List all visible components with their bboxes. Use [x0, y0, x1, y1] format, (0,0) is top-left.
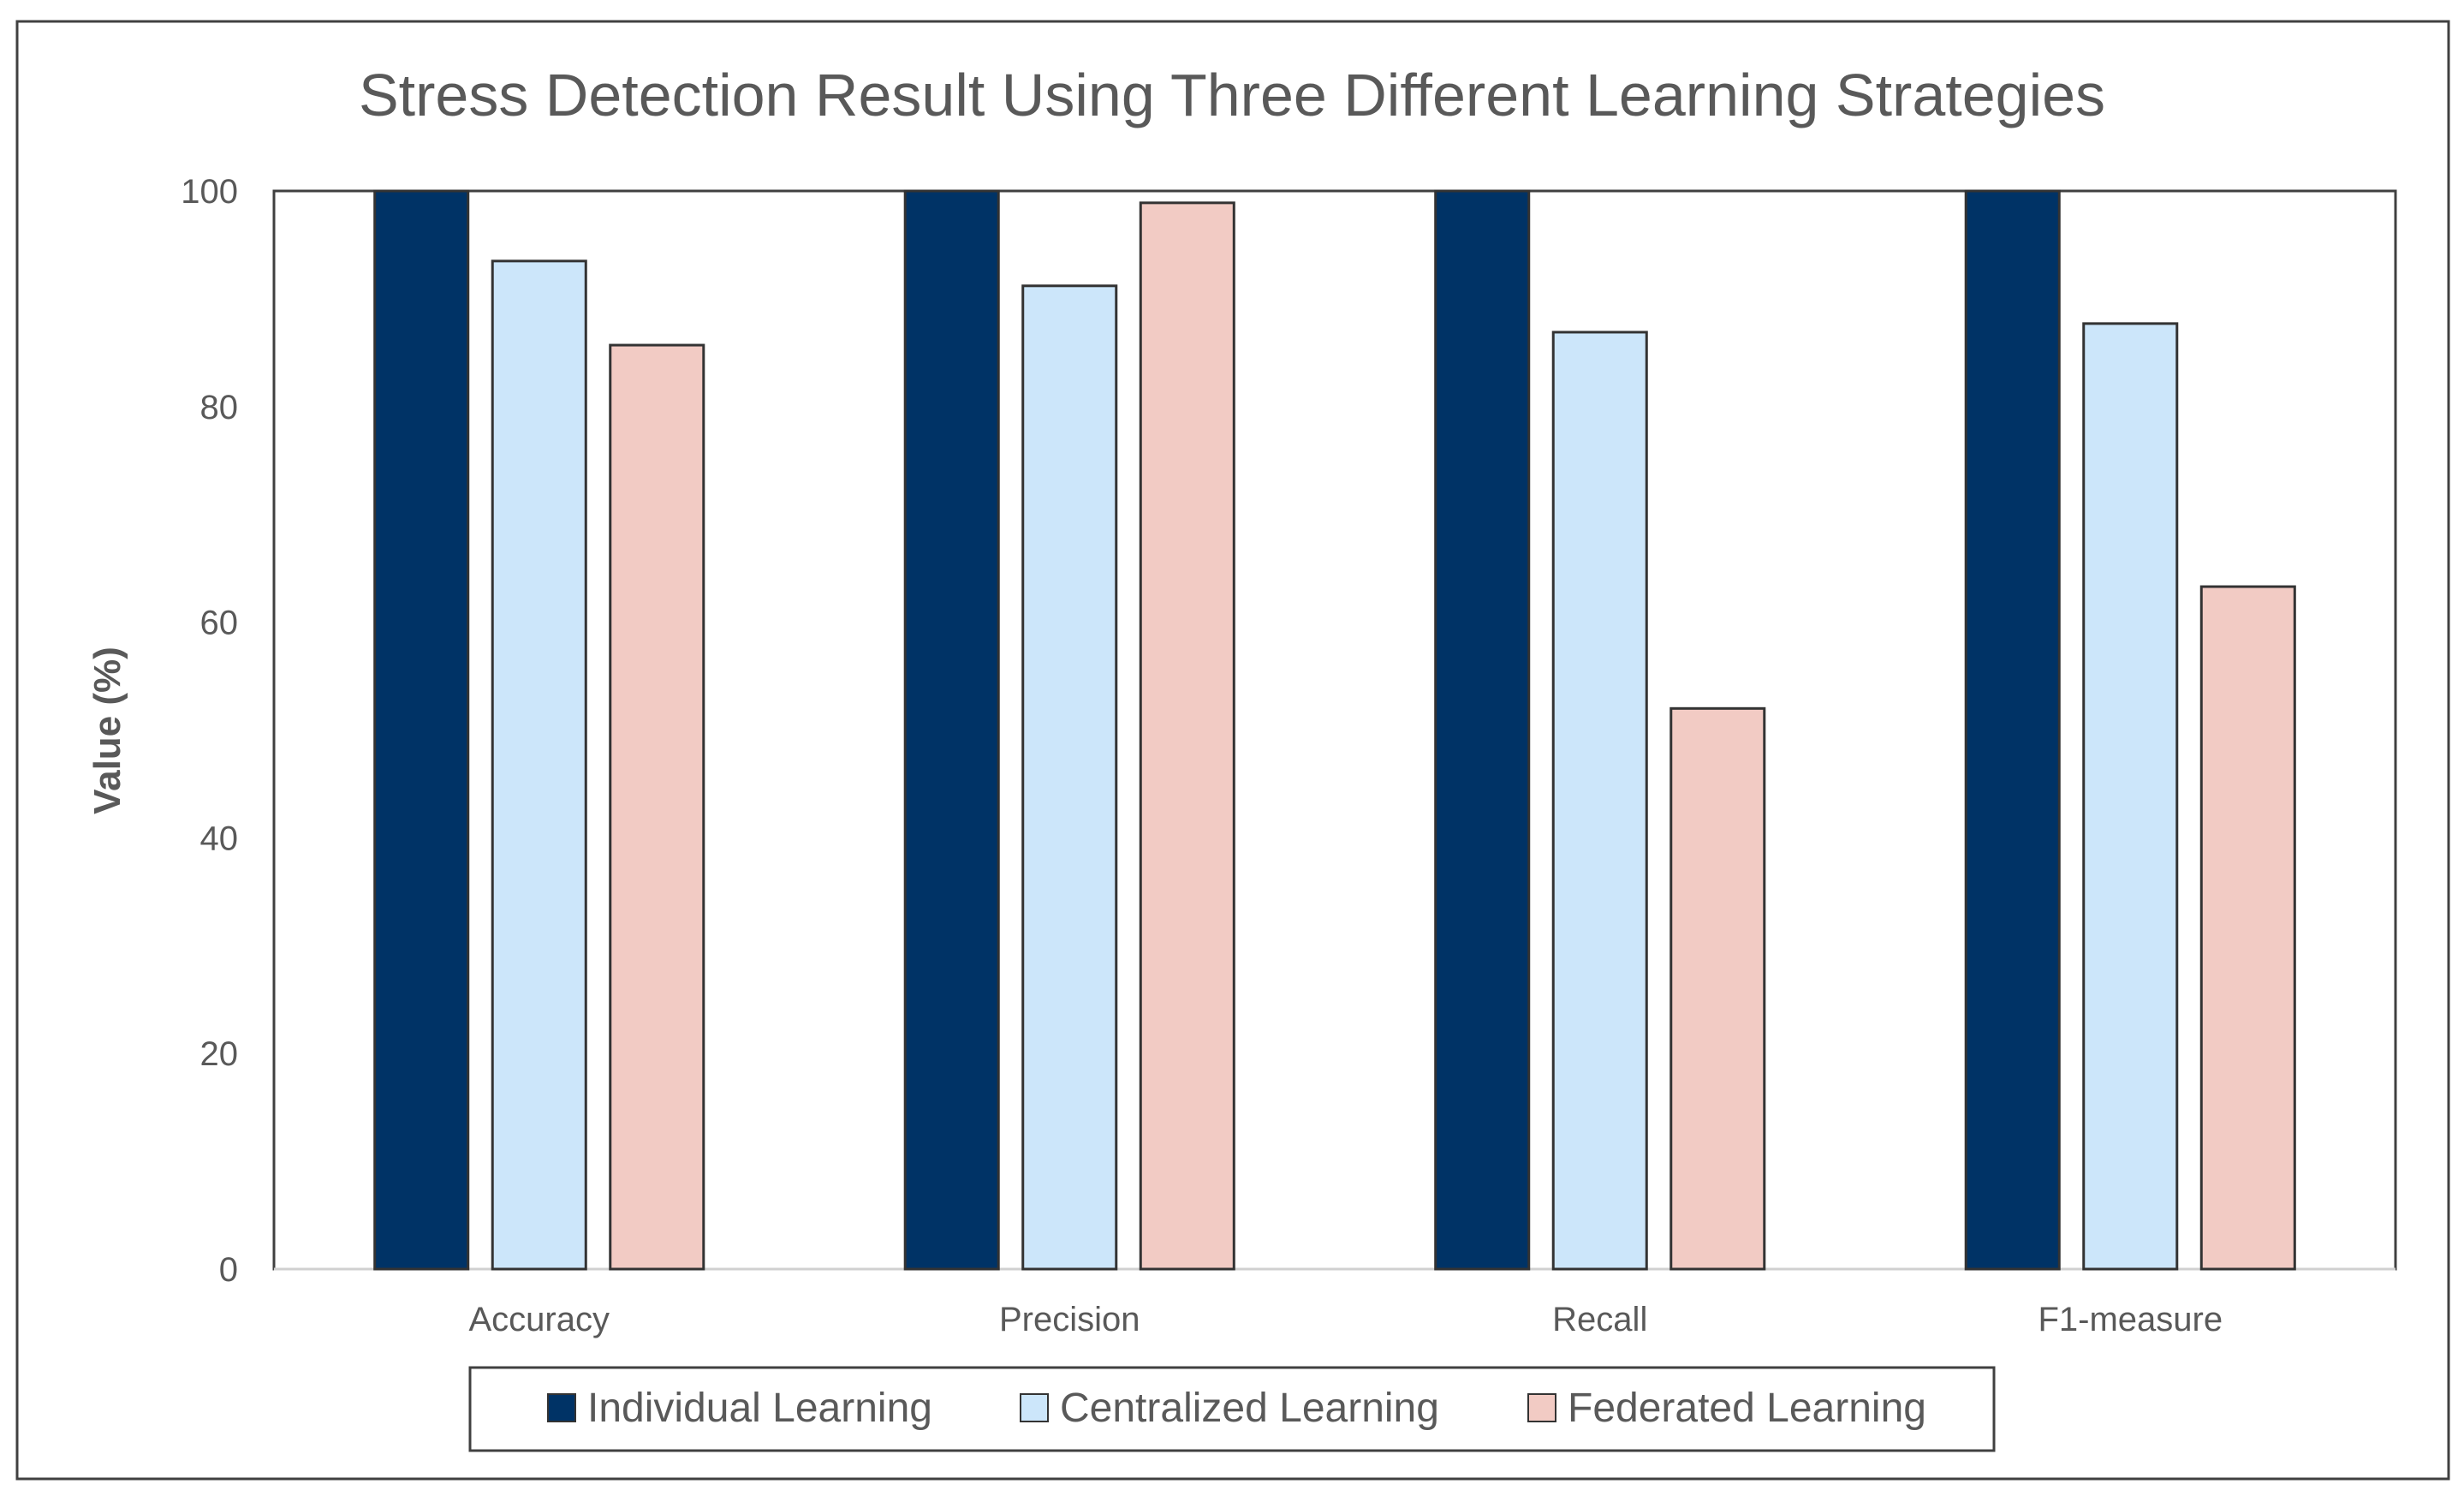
legend-label: Centralized Learning	[1060, 1386, 1439, 1431]
y-tick-label: 80	[200, 389, 239, 426]
x-tick-label: Accuracy	[469, 1301, 610, 1338]
y-tick-label: 100	[181, 173, 238, 211]
y-tick-label: 20	[200, 1035, 239, 1073]
bar	[1434, 189, 1531, 1271]
bar	[609, 343, 705, 1271]
legend: Individual Learning Centralized Learning F…	[468, 1366, 1996, 1452]
legend-label: Federated Learning	[1568, 1386, 1926, 1431]
plot-area: 0 20 40 60 80 100 Accuracy Precision Recall F1-me…	[181, 173, 2397, 1338]
bar	[1021, 284, 1118, 1271]
bar	[491, 259, 587, 1271]
x-tick-label: F1-measure	[2038, 1301, 2223, 1338]
bar	[2082, 322, 2179, 1271]
x-tick-label: Recall	[1552, 1301, 1647, 1338]
y-axis-label: Value (%)	[86, 647, 128, 814]
legend-swatch	[1020, 1393, 1049, 1422]
y-tick-label: 60	[200, 605, 239, 642]
bar	[1669, 706, 1766, 1271]
y-tick-label: 40	[200, 820, 239, 857]
legend-box	[468, 1366, 1996, 1452]
bar	[1964, 189, 2061, 1271]
y-tick-label: 0	[219, 1251, 238, 1289]
bar	[903, 189, 1000, 1271]
legend-label: Individual Learning	[587, 1386, 932, 1431]
bar	[2199, 585, 2296, 1271]
legend-swatch	[547, 1393, 576, 1422]
bar	[1139, 201, 1235, 1271]
plot-frame	[272, 189, 2397, 1271]
x-tick-label: Precision	[999, 1301, 1140, 1338]
chart-title: Stress Detection Result Using Three Diff…	[359, 62, 2105, 128]
bar	[373, 189, 470, 1271]
bar	[1551, 331, 1648, 1271]
legend-swatch	[1527, 1393, 1556, 1422]
